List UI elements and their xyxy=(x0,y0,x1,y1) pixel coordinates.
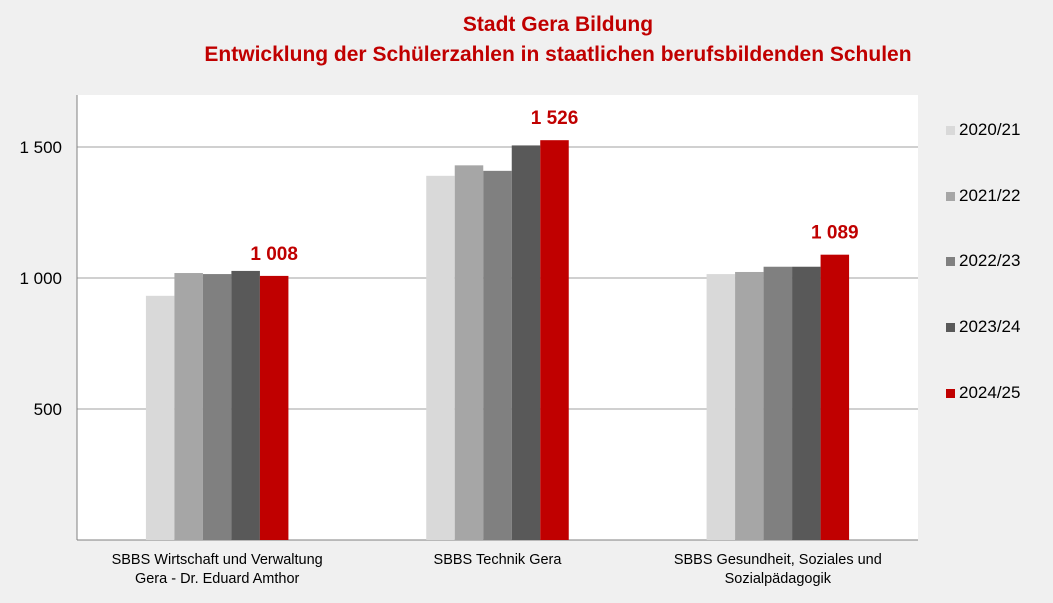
bar-2023-24 xyxy=(511,145,541,541)
legend-item: 2020/21 xyxy=(946,120,1020,140)
bar-2023-24 xyxy=(231,270,260,540)
legend-item: 2024/25 xyxy=(946,383,1020,403)
legend-swatch xyxy=(946,256,955,266)
bar-2022-23 xyxy=(202,274,232,540)
legend-label: 2020/21 xyxy=(959,120,1021,139)
chart-subtitle: Entwicklung der Schülerzahlen in staatli… xyxy=(204,43,912,66)
legend-item: 2023/24 xyxy=(946,317,1020,337)
legend-label: 2024/25 xyxy=(959,383,1021,402)
bar-2024-25 xyxy=(259,275,289,540)
y-tick-label: 500 xyxy=(34,400,62,419)
x-tick-label-line: SBBS Gesundheit, Soziales und xyxy=(673,552,882,568)
x-tick-label: SBBS Gesundheit, Soziales und Sozialpädag… xyxy=(638,551,918,589)
legend-swatch xyxy=(946,191,955,201)
x-tick-label-line: SBBS Technik Gera xyxy=(433,552,562,568)
bar-2021-22 xyxy=(735,271,764,540)
x-tick-label-line: Sozialpädagogik xyxy=(724,571,832,587)
legend-item: 2022/23 xyxy=(946,251,1020,271)
legend-label: 2023/24 xyxy=(959,317,1021,336)
x-tick-label-line: SBBS Wirtschaft und Verwaltung xyxy=(111,552,323,568)
bar-2024-25 xyxy=(820,254,850,540)
legend-label: 2021/22 xyxy=(959,186,1021,205)
bar-2020-21 xyxy=(426,175,455,540)
legend-swatch xyxy=(946,388,955,398)
x-tick-label: SBBS Technik Gera xyxy=(358,551,638,570)
data-label: 1 526 xyxy=(531,108,579,129)
x-tick-label: SBBS Wirtschaft und Verwaltung Gera - Dr.… xyxy=(77,551,357,589)
bar-2022-23 xyxy=(763,266,793,540)
legend-item: 2021/22 xyxy=(946,186,1020,206)
data-label: 1 008 xyxy=(250,244,298,265)
legend-swatch xyxy=(946,322,955,332)
y-tick-label: 1 000 xyxy=(19,269,62,288)
bar-2024-25 xyxy=(540,140,569,541)
bar-2023-24 xyxy=(792,266,821,540)
bar-2022-23 xyxy=(483,170,512,541)
x-tick-label-line: Gera - Dr. Eduard Amthor xyxy=(134,571,300,587)
chart-title: Stadt Gera Bildung xyxy=(462,13,654,36)
bar-2021-22 xyxy=(454,165,484,540)
legend-swatch xyxy=(946,125,955,135)
bar-2020-21 xyxy=(706,274,736,540)
bar-2021-22 xyxy=(174,273,203,540)
y-tick-label: 1 500 xyxy=(19,138,62,157)
legend-label: 2022/23 xyxy=(959,251,1021,270)
bar-2020-21 xyxy=(145,295,175,540)
data-label: 1 089 xyxy=(811,223,859,244)
